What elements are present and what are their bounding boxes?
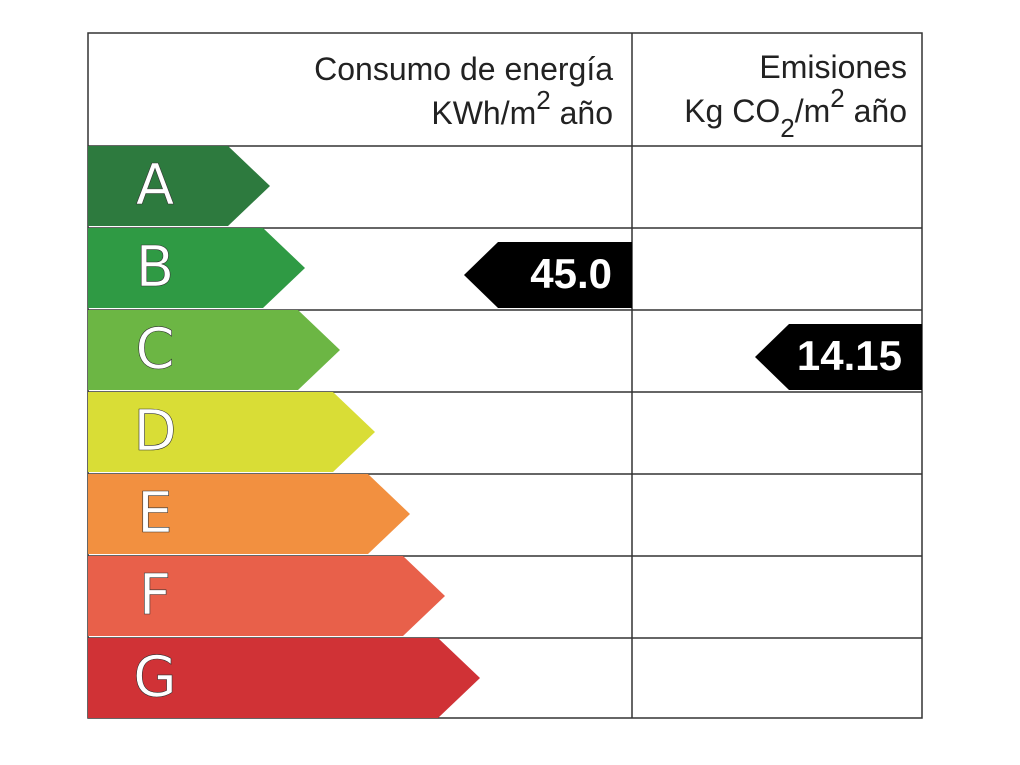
rating-arrow: [88, 392, 375, 472]
rating-arrow: [88, 146, 270, 226]
rating-letter: G: [133, 645, 176, 710]
rating-arrow: [88, 228, 305, 308]
unit-sub: 2: [780, 113, 794, 143]
consumption-title: Consumo de energía: [314, 51, 613, 87]
consumption-unit: KWh/m2 año: [431, 85, 613, 131]
rating-arrow: [88, 474, 410, 554]
emissions-unit: Kg CO2/m2 año: [684, 83, 907, 143]
unit-part: /m: [795, 93, 831, 129]
rating-arrow: [88, 556, 445, 636]
unit-part: Kg CO: [684, 93, 780, 129]
emissions-value: 14.15: [797, 332, 902, 379]
unit-part: año: [551, 95, 613, 131]
rating-arrow: [88, 638, 480, 718]
consumption-value: 45.0: [530, 250, 612, 297]
rating-arrow: [88, 310, 340, 390]
unit-part: KWh/m: [431, 95, 536, 131]
emissions-title: Emisiones: [759, 49, 907, 85]
rating-letter: D: [133, 399, 176, 464]
unit-sup: 2: [536, 85, 550, 115]
unit-sup: 2: [830, 83, 844, 113]
rating-letter: F: [139, 563, 171, 628]
unit-part: año: [845, 93, 907, 129]
rating-letter: B: [136, 235, 174, 300]
rating-letter: A: [136, 153, 174, 218]
rating-letter: C: [135, 317, 174, 382]
consumption-marker: [464, 242, 632, 308]
rating-letter: E: [137, 481, 172, 546]
emissions-marker: [755, 324, 922, 390]
